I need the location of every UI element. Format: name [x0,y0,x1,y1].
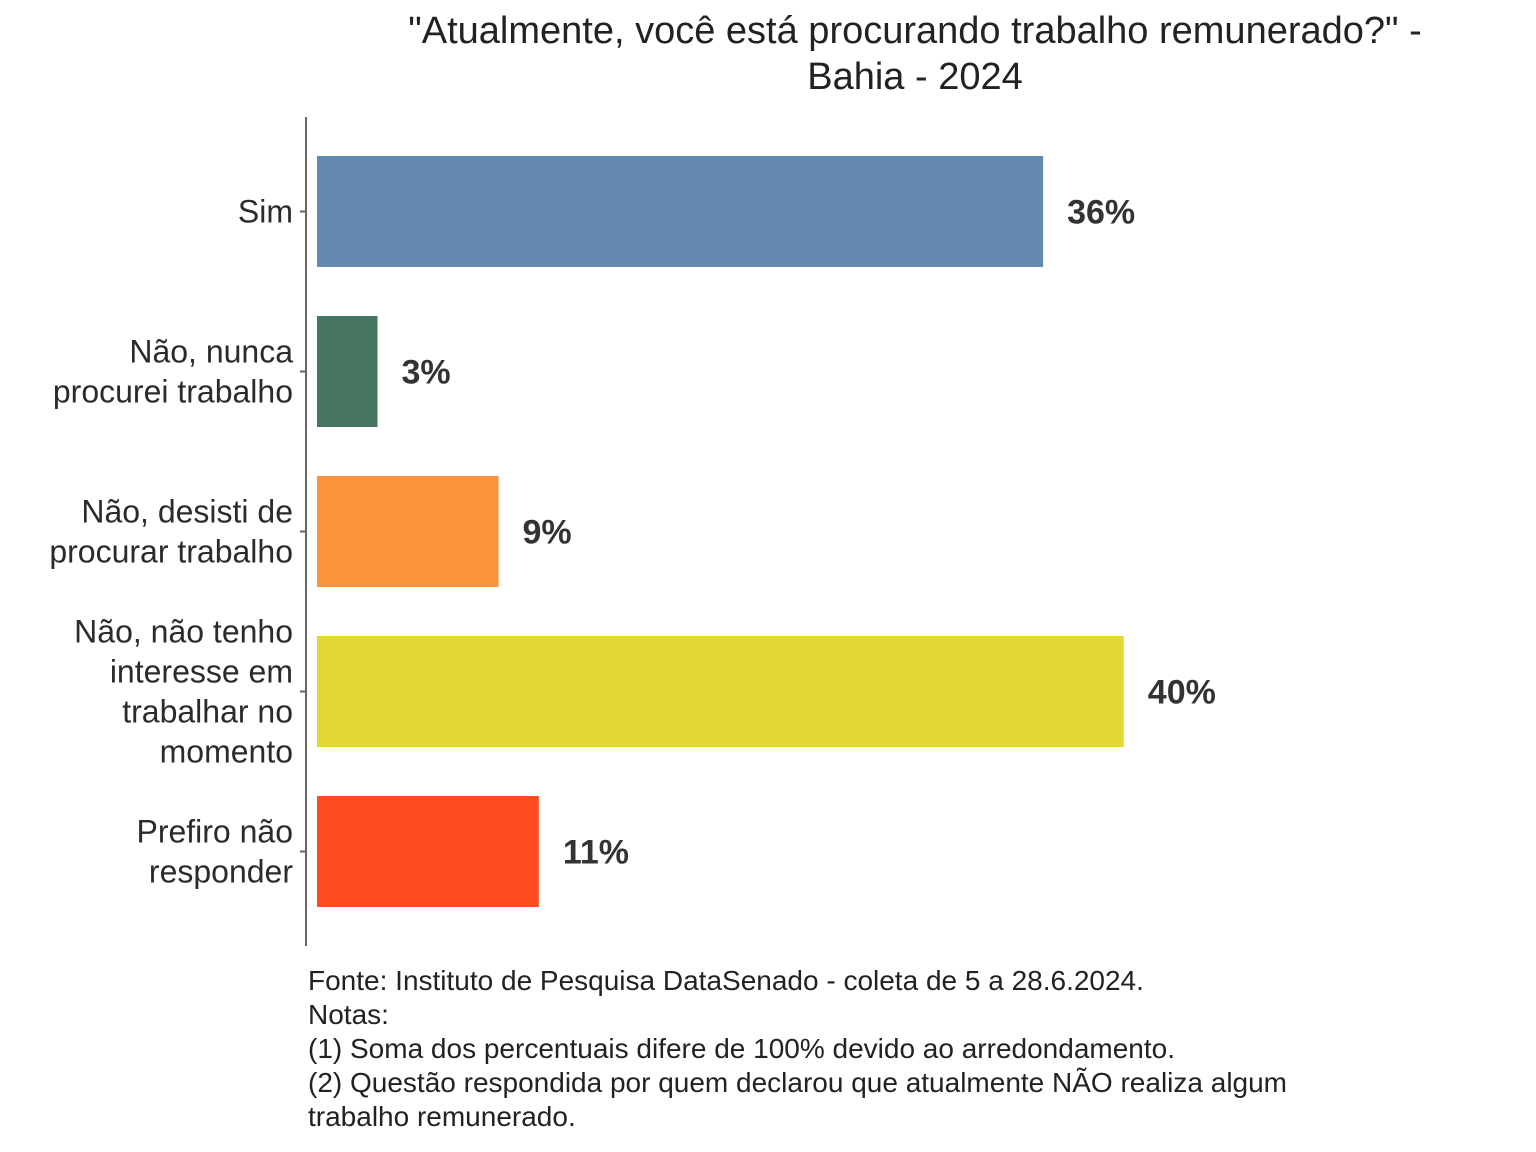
bar-value-label: 9% [523,514,572,552]
source-footnote: Fonte: Instituto de Pesquisa DataSenado … [308,964,1508,1134]
category-label: interesse em [110,654,293,690]
category-label: Não, desisti de [81,494,293,530]
category-label: Não, nunca [129,334,293,370]
chart-title-line-1: "Atualmente, você está procurando trabal… [408,10,1422,52]
bar-value-label: 40% [1148,674,1216,712]
bars-layer: 36% Sim 3% Não, nunca procurei trabalho 9% Não… [49,156,1216,907]
category-label: trabalhar no [122,694,293,730]
footnote-note-1: (1) Soma dos percentuais difere de 100% … [308,1033,1175,1064]
category-label: procurar trabalho [49,534,293,570]
bar-value-label: 11% [563,834,629,872]
bar-value-label: 3% [402,354,451,392]
footnote-note-2: (2) Questão respondida por quem declarou… [308,1067,1288,1098]
category-label: procurei trabalho [53,374,293,410]
category-label: Não, não tenho [74,614,293,650]
category-label: responder [149,854,293,890]
bar [317,316,378,427]
bar [317,476,499,587]
bar-chart: 36% Sim 3% Não, nunca procurei trabalho 9% Não… [49,117,1216,946]
footnote-note-2-cont: trabalho remunerado. [308,1101,576,1132]
category-label: Sim [238,194,293,230]
chart-title-line-2: Bahia - 2024 [807,56,1023,98]
category-label: Prefiro não [136,814,293,850]
chart-title: "Atualmente, você está procurando trabal… [300,8,1530,100]
bar [317,796,539,907]
footnote-notes-heading: Notas: [308,999,389,1030]
bar [317,636,1124,747]
bar-value-label: 36% [1067,194,1135,232]
bar [317,156,1044,267]
footnote-source: Fonte: Instituto de Pesquisa DataSenado … [308,965,1144,996]
category-label: momento [160,734,293,770]
